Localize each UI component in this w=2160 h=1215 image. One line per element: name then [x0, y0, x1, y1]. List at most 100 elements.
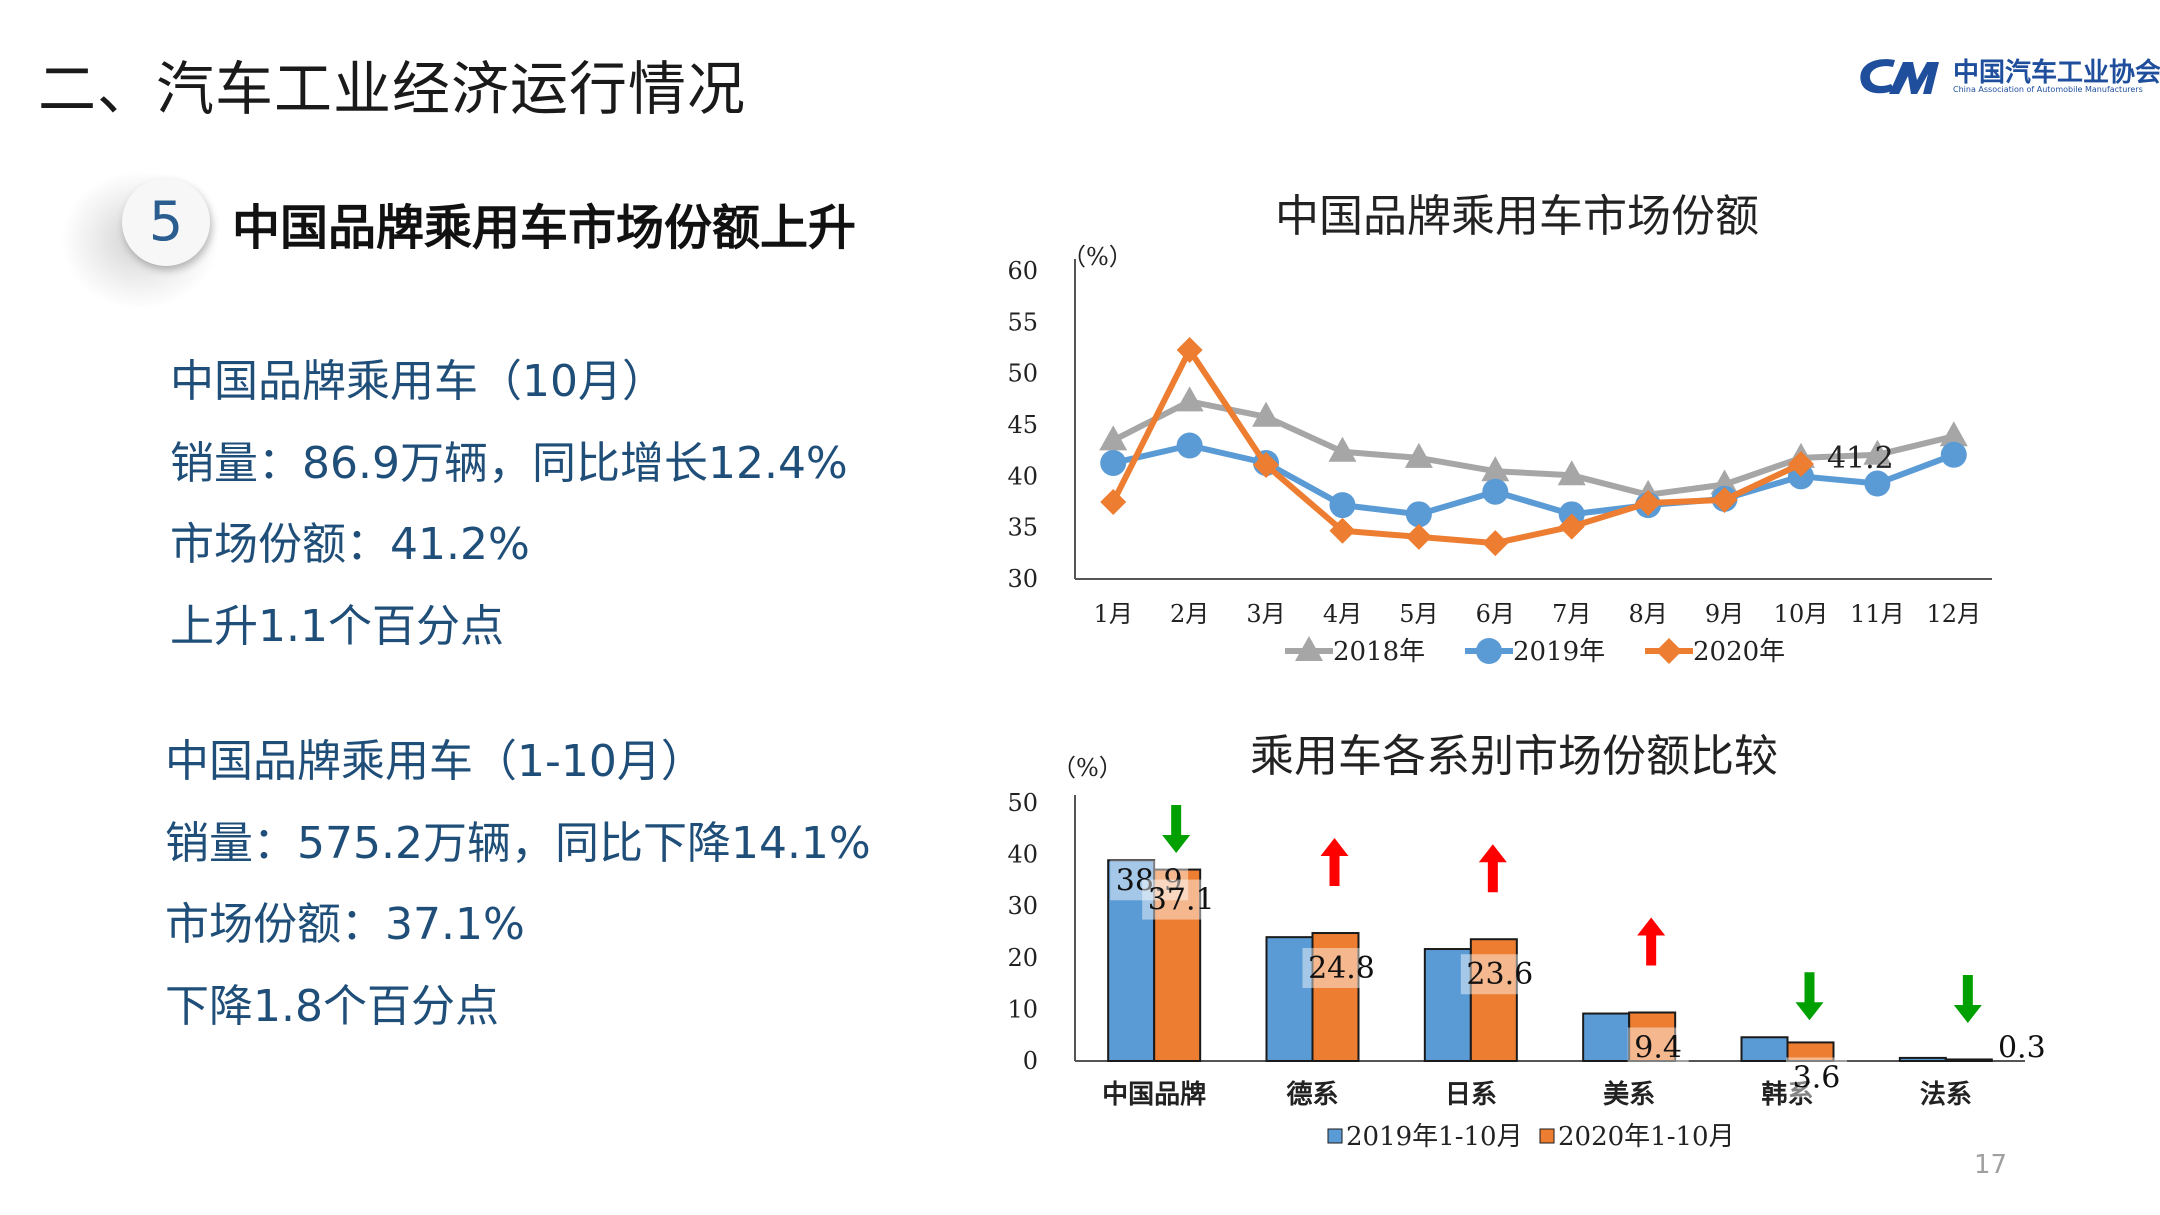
line-legend-marker: [1476, 638, 1502, 664]
bar-label-highlight: [1142, 879, 1221, 920]
bar-chart-ytick: 50: [1007, 789, 1038, 817]
bar-legend-swatch: [1539, 1128, 1555, 1144]
line-chart-xtick: 12月: [1927, 600, 1982, 628]
bar-2020年1-10月: [1786, 1041, 1835, 1062]
line-chart-xtick: 6月: [1476, 600, 1515, 628]
logo: 中国汽车工业协会 China Association of Automobile…: [1855, 52, 2160, 102]
line-point-2019年: [1176, 432, 1203, 459]
line-point-2019年: [1482, 478, 1509, 505]
bar-chart-ytick: 40: [1007, 841, 1038, 869]
bar-data-label: 24.8: [1308, 951, 1375, 986]
trend-down-arrow-icon: [1162, 805, 1191, 853]
line-chart-xtick: 4月: [1323, 600, 1362, 628]
bar-chart-xtick: 中国品牌: [1102, 1079, 1206, 1110]
line-point-2019年: [1329, 492, 1356, 519]
line-point-2018年: [1328, 436, 1357, 462]
line-legend-marker: [1295, 636, 1323, 661]
line-point-2020年: [1558, 513, 1585, 540]
page-number: 17: [1974, 1150, 2008, 1180]
bar-2019年1-10月: [1107, 859, 1156, 1062]
line-point-2020年: [1100, 489, 1127, 515]
cam-logo-icon: [1860, 59, 1939, 94]
line-point-2018年: [1939, 421, 1968, 447]
bar-chart-ytick: 10: [1007, 995, 1038, 1023]
bar-2020年1-10月: [1944, 1058, 1993, 1063]
bar-chart-xtick: 日系: [1445, 1080, 1497, 1110]
line-point-2018年: [1481, 456, 1510, 482]
bar-data-label: 37.1: [1148, 883, 1215, 918]
bar-data-label: 38.9: [1116, 863, 1183, 898]
trend-up-arrow-icon: [1478, 844, 1507, 893]
line-chart-ytick: 40: [1007, 462, 1038, 490]
line-point-2020年: [1711, 486, 1738, 513]
line-point-2020年: [1635, 490, 1662, 517]
line-point-2019年: [1940, 441, 1967, 468]
bar-data-label: 23.6: [1466, 957, 1533, 992]
line-series-2020年: [1110, 347, 1803, 547]
bar-data-label: 3.6: [1793, 1060, 1841, 1095]
line-point-2018年: [1175, 386, 1204, 412]
bar-label-highlight: [1460, 954, 1539, 995]
bar-2020年1-10月: [1311, 932, 1360, 1062]
page-title: 二、汽车工业经济运行情况: [38, 55, 747, 123]
line-chart-xtick: 7月: [1552, 600, 1591, 628]
bar-2019年1-10月: [1898, 1056, 1947, 1063]
trend-down-arrow-icon: [1953, 975, 1982, 1023]
line-chart-ytick: 45: [1007, 411, 1038, 439]
line-point-2020年: [1482, 530, 1509, 557]
trend-up-arrow-icon: [1320, 838, 1349, 887]
bar-chart-xtick: 法系: [1920, 1080, 1972, 1110]
section-number-badge: 5: [122, 178, 210, 266]
line-point-2019年: [1100, 449, 1127, 476]
line-point-2020年: [1329, 517, 1356, 544]
logo-cn-text: 中国汽车工业协会: [1953, 58, 2160, 88]
line-point-2018年: [1099, 425, 1128, 451]
line-point-2018年: [1252, 401, 1281, 427]
line-chart-xtick: 11月: [1850, 600, 1905, 628]
line-point-2018年: [1557, 460, 1586, 486]
bar-chart-ytick: 30: [1007, 892, 1038, 920]
line-point-2019年: [1405, 501, 1432, 528]
bar-chart-ytick: 20: [1007, 944, 1038, 972]
line-point-2020年: [1253, 452, 1280, 479]
bar-data-label: 0.3: [1998, 1030, 2046, 1065]
bar-label-highlight: [1627, 1027, 1689, 1068]
line-chart-xtick: 9月: [1705, 600, 1744, 628]
line-legend-label: 2018年: [1333, 637, 1425, 667]
line-legend-label: 2019年: [1513, 637, 1605, 667]
line-legend-label: 2020年: [1693, 637, 1785, 667]
bar-chart-title: 乘用车各系别市场份额比较: [1250, 731, 1778, 782]
line-chart-ytick: 35: [1007, 514, 1038, 542]
section-heading: 中国品牌乘用车市场份额上升: [232, 200, 857, 256]
text-block1-line1: 中国品牌乘用车（10月）: [170, 356, 666, 407]
line-chart-xtick: 3月: [1246, 600, 1285, 628]
bar-2020年1-10月: [1153, 868, 1202, 1063]
text-block1-line3: 市场份额：41.2%: [170, 519, 530, 570]
bar-legend-label: 2020年1-10月: [1558, 1122, 1735, 1152]
line-chart-xtick: 10月: [1774, 600, 1829, 628]
line-chart-xtick: 2月: [1170, 600, 1209, 628]
line-point-2020年: [1176, 337, 1203, 364]
text-block2-line4: 下降1.8个百分点: [165, 981, 499, 1032]
text-block1-line4: 上升1.1个百分点: [170, 601, 504, 652]
bar-label-highlight: [1302, 948, 1381, 989]
line-chart-title: 中国品牌乘用车市场份额: [1275, 191, 1759, 242]
line-chart-ytick: 60: [1007, 257, 1038, 285]
line-chart-xtick: 1月: [1094, 600, 1133, 628]
bar-2020年1-10月: [1469, 938, 1518, 1062]
bar-2019年1-10月: [1740, 1036, 1789, 1063]
line-chart-ytick: 55: [1007, 308, 1038, 336]
bar-chart-xtick: 美系: [1603, 1079, 1655, 1110]
trend-up-arrow-icon: [1637, 917, 1666, 966]
bar-chart-xtick: 德系: [1286, 1080, 1338, 1110]
bar-chart-ylabel: （%）: [1052, 754, 1123, 782]
text-block2-line2: 销量：575.2万辆，同比下降14.1%: [165, 818, 871, 869]
line-point-2018年: [1404, 442, 1433, 468]
line-chart-ytick: 50: [1007, 360, 1038, 388]
line-point-2020年: [1787, 451, 1814, 478]
text-block2-line3: 市场份额：37.1%: [165, 899, 525, 950]
logo-en-text: China Association of Automobile Manufact…: [1953, 85, 2143, 94]
line-point-2018年: [1863, 439, 1892, 465]
bar-chart-xtick: 韩系: [1761, 1080, 1813, 1110]
